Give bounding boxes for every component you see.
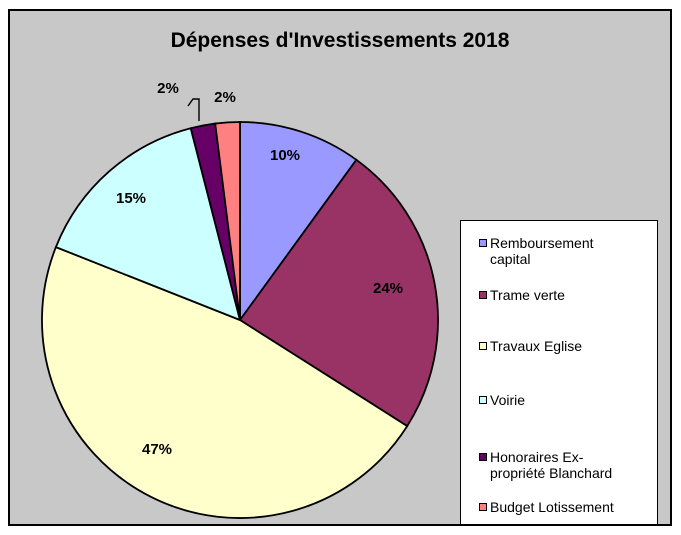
legend-item-honoraires: Honoraires Ex-propriété Blanchard [479,449,655,481]
legend-label-honoraires-line2: propriété Blanchard [490,465,613,481]
legend-item-voirie: Voirie [479,392,655,408]
pie-slice-voirie [54,127,242,322]
legend-item-trame-verte: Trame verte [479,287,655,303]
legend-item-remboursement-capital: Remboursement capital [479,235,655,267]
legend-swatch-remboursement-capital [479,239,487,247]
pie-slice-trame-verte [238,158,439,428]
pie-slice-travaux-eglise [41,245,409,519]
data-label-trame-verte: 24% [373,280,403,297]
data-label-budget-lotissement: 2% [214,89,236,106]
pie-chart: 10% 24% 47% 15% 2% 2% [41,80,439,519]
data-label-honoraires: 2% [157,80,179,97]
legend-label-remboursement-capital-line2: capital [490,251,531,267]
legend-label-budget-lotissement: Budget Lotissement [490,499,614,515]
legend: Remboursement capital Trame verte Travaux E… [460,220,658,524]
data-label-travaux-eglise: 47% [142,441,172,458]
legend-label-trame-verte: Trame verte [490,287,565,303]
legend-swatch-travaux-eglise [479,342,487,350]
legend-label-honoraires-line1: Honoraires Ex- [490,449,584,465]
legend-swatch-voirie [479,396,487,404]
leader-line [187,98,200,121]
legend-label-remboursement-capital-line1: Remboursement [490,235,594,251]
legend-swatch-budget-lotissement [479,503,487,511]
data-label-voirie: 15% [116,190,146,207]
legend-item-travaux-eglise: Travaux Eglise [479,338,655,354]
legend-item-budget-lotissement: Budget Lotissement [479,499,655,515]
pie-slice-remboursement-capital [239,121,358,323]
data-label-remboursement-capital: 10% [270,147,300,164]
chart-area: Dépenses d'Investissements 2018 10% 24% 47… [8,9,672,526]
legend-label-voirie: Voirie [490,392,526,408]
legend-swatch-honoraires [479,453,487,461]
chart-title: Dépenses d'Investissements 2018 [170,29,510,52]
legend-swatch-trame-verte [479,291,487,299]
pie-slice-budget-lotissement [214,121,241,321]
legend-label-travaux-eglise: Travaux Eglise [490,338,583,354]
